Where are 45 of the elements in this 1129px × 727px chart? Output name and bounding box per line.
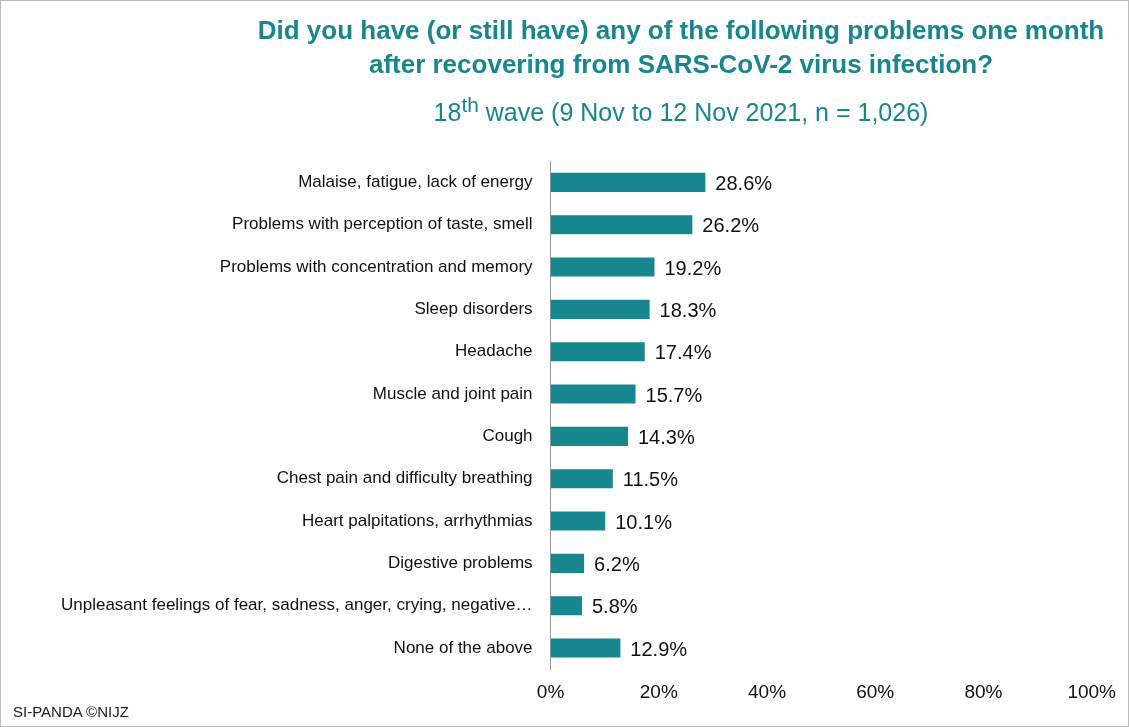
y-tick-label: Unpleasant feelings of fear, sadness, anger, crying, negative… [60,595,533,615]
x-tick-label: 40% [748,680,787,702]
data-label: 14.3% [637,425,695,448]
data-label: 6.2% [594,552,640,575]
data-label: 11.5% [622,468,679,491]
chart-title: Did you have (or still have) any of the following problems one month after recovering from SARS-CoV-2 virus infection? [256,14,1106,81]
bar [550,215,693,235]
y-tick-label: Headache [455,341,533,361]
bar [550,342,645,362]
data-label: 28.6% [715,171,773,194]
data-label: 12.9% [630,637,688,660]
bar [550,596,582,616]
x-tick-label: 20% [639,680,678,702]
bar [550,426,628,446]
chart-subtitle: 18$^{th}$ wave (9 Nov to 12 Nov 2021, n = 1,026) [432,93,930,128]
data-label: 26.2% [702,214,760,237]
x-tick-label: 0% [536,680,565,702]
data-label: 17.4% [654,341,712,364]
bar [550,172,706,192]
y-tick-label: Cough [482,426,533,446]
data-label: 18.3% [659,298,717,321]
text: SI-PANDA ©NIJZ [13,703,129,720]
bar [550,469,613,489]
bar [550,638,621,658]
bar [550,257,655,277]
y-tick-label: Chest pain and difficulty breathing [276,468,533,488]
y-tick-label: Problems with perception of taste, smell [232,214,533,234]
data-label: 5.8% [591,595,638,618]
y-tick-label: Malaise, fatigue, lack of energy [298,172,534,192]
x-tick-label: 80% [964,680,1003,702]
y-tick-label: Sleep disorders [414,299,533,319]
bar [550,511,606,531]
bar [550,299,650,319]
x-tick-label: 100% [1067,680,1117,702]
y-tick-label: Heart palpitations, arrhythmias [302,510,533,530]
y-tick-label: Digestive problems [388,553,533,573]
y-tick-label: None of the above [393,637,533,657]
data-label: 19.2% [664,256,722,279]
data-label: 15.7% [645,383,703,406]
bar [550,384,636,404]
bar [550,553,585,573]
y-tick-label: Muscle and joint pain [372,383,533,403]
x-tick-label: 60% [856,680,895,702]
data-label: 10.1% [615,510,673,533]
y-tick-label: Problems with concentration and memory [219,256,534,276]
